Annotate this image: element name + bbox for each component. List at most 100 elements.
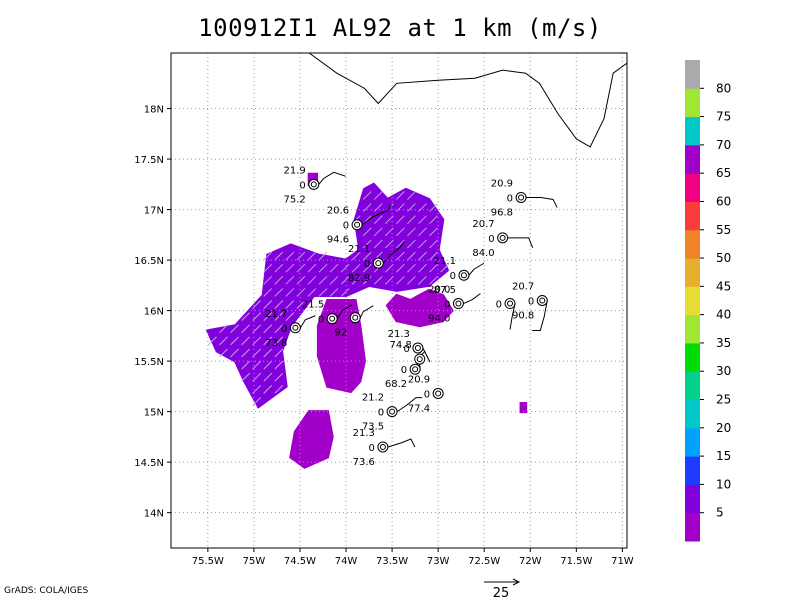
- station-pressure: 94.6: [327, 235, 349, 246]
- wind-arrow: [263, 348, 273, 358]
- wind-arrow: [307, 275, 317, 285]
- wind-arrow: [241, 372, 250, 382]
- station-model: 21.9 0 75.2: [284, 165, 346, 205]
- station-dot: [329, 315, 336, 322]
- colorbar-label: 65: [716, 166, 731, 180]
- lat-tick-label: 17N: [144, 206, 164, 217]
- station-model: 068.2: [385, 350, 426, 390]
- station-pressure: 87.5: [434, 285, 456, 296]
- colorbar-swatch: [685, 229, 700, 259]
- station-pressure: 73.8: [265, 338, 287, 349]
- station-dot: [518, 194, 525, 201]
- station-temp: 21.3: [353, 428, 375, 439]
- wind-arrow: [429, 227, 438, 237]
- wind-arrow: [230, 348, 239, 358]
- station-temp: 21.3: [388, 329, 410, 340]
- wind-region: [289, 410, 334, 469]
- wind-arrow: [296, 263, 306, 273]
- station-wind-barb: [526, 196, 558, 208]
- station-value: 0: [507, 193, 513, 204]
- wind-arrow: [396, 203, 405, 212]
- lat-tick-label: 18N: [144, 105, 164, 116]
- colorbar-swatch: [685, 484, 700, 514]
- wind-arrow: [440, 263, 449, 273]
- station-ring: [515, 191, 527, 203]
- wind-arrow: [362, 191, 372, 200]
- station-dot: [460, 272, 467, 279]
- station-pressure: 73.5: [362, 422, 384, 433]
- station-temp: 21.5: [302, 300, 324, 311]
- station-dot: [379, 443, 386, 450]
- wind-arrow: [362, 263, 372, 273]
- wind-arrow: [285, 288, 295, 297]
- station-value: 0: [528, 297, 534, 308]
- station-value: 0: [299, 180, 305, 191]
- colorbar-label: 80: [716, 81, 731, 95]
- wind-arrow: [263, 251, 273, 261]
- wind-arrow: [373, 239, 383, 249]
- wind-arrow: [252, 312, 262, 322]
- station-pressure: 75.2: [284, 194, 306, 205]
- wind-arrow: [252, 372, 262, 382]
- wind-arrow: [241, 336, 250, 346]
- colorbar-swatch: [685, 314, 700, 344]
- wind-arrow: [263, 324, 273, 334]
- wind-arrow: [263, 288, 273, 297]
- wind-arrow: [285, 251, 295, 261]
- station-value: 0: [343, 221, 349, 232]
- colorbar-swatch: [685, 258, 700, 287]
- wind-arrow: [252, 360, 262, 370]
- station-temp: 21.7: [265, 309, 287, 320]
- station-temp: 20.6: [327, 206, 349, 217]
- wind-arrow: [285, 300, 295, 309]
- wind-arrow: [373, 227, 383, 237]
- colorbar-swatch: [685, 399, 700, 429]
- wind-arrow: [274, 372, 284, 382]
- station-dot: [416, 356, 423, 363]
- station-temp: 20.0: [428, 285, 450, 296]
- station-model: 74.8: [389, 340, 426, 365]
- station-temp: 74.8: [389, 340, 411, 351]
- wind-arrow: [252, 324, 262, 334]
- colorbar-label: 50: [716, 251, 731, 265]
- wind-arrow: [318, 288, 328, 297]
- station-dot: [310, 181, 317, 188]
- wind-arrow: [362, 227, 372, 237]
- grid-lines: [171, 53, 627, 548]
- wind-arrow: [252, 385, 262, 394]
- wind-arrow: [407, 191, 416, 200]
- colorbar-swatch: [685, 173, 700, 202]
- wind-arrow: [329, 275, 339, 285]
- wind-arrow: [252, 336, 262, 346]
- wind-arrow: [429, 203, 438, 212]
- station-ring: [308, 178, 320, 190]
- station-ring: [504, 298, 516, 310]
- station-dot: [375, 260, 382, 267]
- scale-arrow: 25: [484, 578, 521, 600]
- wind-arrow: [407, 239, 416, 249]
- station-value: 0: [401, 365, 407, 376]
- wind-arrow: [263, 385, 273, 394]
- wind-arrow: [373, 215, 383, 225]
- station-temp: 20.7: [512, 282, 534, 293]
- wind-arrow: [418, 239, 427, 249]
- colorbar-label: 60: [716, 194, 731, 208]
- wind-arrow: [429, 275, 438, 285]
- wind-arrow: [263, 312, 273, 322]
- wind-arrow: [373, 191, 383, 200]
- wind-arrow: [230, 324, 239, 334]
- wind-arrow: [274, 251, 284, 261]
- wind-arrow: [307, 251, 317, 261]
- wind-region: [205, 182, 450, 409]
- station-ring: [414, 353, 426, 365]
- station-ring: [289, 322, 301, 334]
- wind-arrow: [329, 288, 339, 297]
- station-value: 0: [369, 443, 375, 454]
- wind-arrow: [285, 312, 295, 322]
- wind-arrow: [263, 300, 273, 309]
- station-value: 0: [318, 315, 324, 326]
- coastline-line: [308, 52, 628, 148]
- wind-arrow: [252, 300, 262, 309]
- wind-arrow: [396, 215, 405, 225]
- colorbar-swatch: [685, 116, 700, 146]
